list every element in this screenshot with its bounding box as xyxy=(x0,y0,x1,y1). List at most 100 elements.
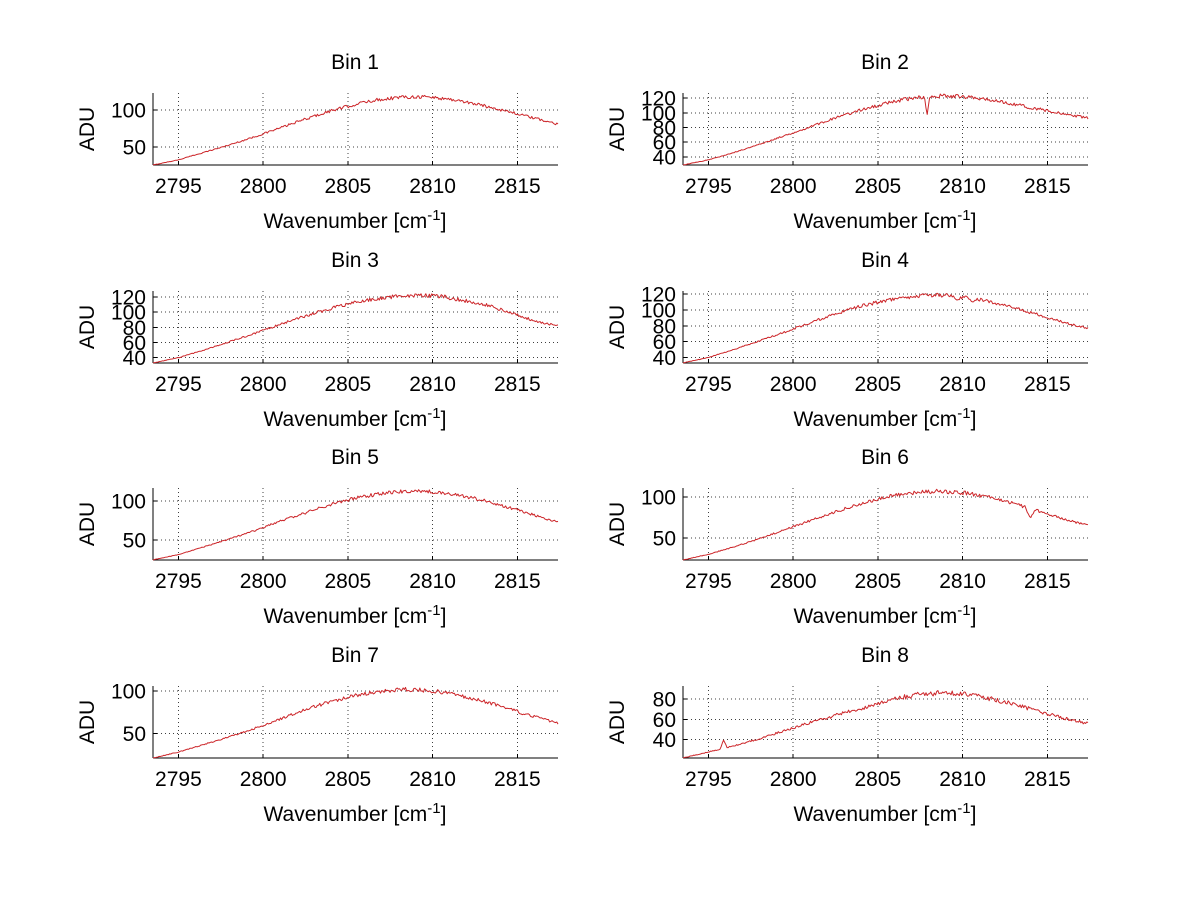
subplot-bin-1: 2795 2800 2805 2810 2815 50 100 Bin 1 ADU Wave… xyxy=(0,42,600,240)
chart-title: Bin 7 xyxy=(331,644,379,667)
x-tick-label: 2795 xyxy=(155,570,202,593)
x-axis-label-bracket: ] xyxy=(440,605,447,628)
spectrum-line xyxy=(682,488,1089,561)
x-axis-label-text: Wavenumber [cm xyxy=(263,605,428,628)
x-axis-label-superscript: -1 xyxy=(957,405,971,422)
x-tick-label: 2795 xyxy=(685,768,732,791)
x-axis-label: Wavenumber [cm-1] xyxy=(155,203,555,234)
y-tick-label: 50 xyxy=(123,723,146,746)
y-tick-label: 120 xyxy=(641,88,676,111)
chart-title: Bin 3 xyxy=(331,249,379,272)
y-tick-label: 100 xyxy=(111,491,146,514)
x-tick-label: 2810 xyxy=(939,175,986,198)
x-axis-label: Wavenumber [cm-1] xyxy=(155,401,555,432)
y-tick-label: 60 xyxy=(653,132,676,155)
y-tick-label: 40 xyxy=(653,146,676,169)
subplot-bin-4: 2795 2800 2805 2810 2815 40 60 80 100 120 Bin 4 A… xyxy=(530,240,1130,438)
x-axis-label-bracket: ] xyxy=(970,408,977,431)
x-tick-label: 2810 xyxy=(409,175,456,198)
x-tick-label: 2815 xyxy=(494,373,541,396)
x-axis-label-bracket: ] xyxy=(970,803,977,826)
x-axis-label-text: Wavenumber [cm xyxy=(793,210,958,233)
chart-title: Bin 6 xyxy=(861,446,909,469)
chart-title: Bin 4 xyxy=(861,249,909,272)
plot-area-bin-7: 2795 2800 2805 2810 2815 50 100 xyxy=(111,681,559,791)
y-tick-label: 60 xyxy=(653,709,676,732)
x-axis-label: Wavenumber [cm-1] xyxy=(155,598,555,629)
x-axis-label-superscript: -1 xyxy=(957,207,971,224)
subplot-bin-7: 2795 2800 2805 2810 2815 50 100 Bin 7 ADU Wave… xyxy=(0,635,600,833)
y-tick-label: 50 xyxy=(123,137,146,160)
y-tick-label: 50 xyxy=(123,529,146,552)
x-tick-label: 2815 xyxy=(494,768,541,791)
y-tick-label: 50 xyxy=(653,527,676,550)
subplot-bin-8: 2795 2800 2805 2810 2815 40 60 80 Bin 8 ADU Wav… xyxy=(530,635,1130,833)
x-tick-label: 2805 xyxy=(325,175,372,198)
chart-title: Bin 2 xyxy=(861,51,909,74)
x-axis-label-superscript: -1 xyxy=(957,602,971,619)
chart-title: Bin 1 xyxy=(331,51,379,74)
x-tick-label: 2805 xyxy=(855,768,902,791)
x-tick-label: 2810 xyxy=(939,373,986,396)
y-axis-label: ADU xyxy=(606,304,629,350)
y-tick-label: 80 xyxy=(123,317,146,340)
x-tick-label: 2800 xyxy=(770,373,817,396)
subplot-bin-3: 2795 2800 2805 2810 2815 40 60 80 100 120 Bin 3 A… xyxy=(0,240,600,438)
spectrum-line xyxy=(682,690,1089,759)
y-tick-label: 100 xyxy=(111,302,146,325)
x-tick-label: 2800 xyxy=(240,373,287,396)
y-axis-label: ADU xyxy=(606,699,629,745)
y-tick-label: 80 xyxy=(653,117,676,140)
plot-area-bin-1: 2795 2800 2805 2810 2815 50 100 xyxy=(111,93,559,198)
plot-area-bin-6: 2795 2800 2805 2810 2815 50 100 xyxy=(641,487,1089,593)
x-tick-label: 2795 xyxy=(155,175,202,198)
x-axis-label-text: Wavenumber [cm xyxy=(263,408,428,431)
x-tick-label: 2800 xyxy=(240,768,287,791)
x-axis-label-superscript: -1 xyxy=(957,800,971,817)
y-tick-label: 100 xyxy=(111,681,146,704)
x-tick-label: 2810 xyxy=(409,373,456,396)
x-axis-label-superscript: -1 xyxy=(427,405,441,422)
x-tick-label: 2795 xyxy=(155,768,202,791)
x-tick-label: 2810 xyxy=(409,768,456,791)
x-axis-label-bracket: ] xyxy=(440,210,447,233)
y-axis-label: ADU xyxy=(76,501,99,547)
x-tick-label: 2795 xyxy=(685,175,732,198)
chart-title: Bin 5 xyxy=(331,446,379,469)
y-tick-label: 60 xyxy=(653,331,676,354)
x-tick-label: 2805 xyxy=(855,373,902,396)
x-tick-label: 2805 xyxy=(325,373,372,396)
x-tick-label: 2815 xyxy=(1024,570,1071,593)
y-tick-label: 120 xyxy=(111,287,146,310)
x-axis-label: Wavenumber [cm-1] xyxy=(685,598,1085,629)
x-tick-label: 2810 xyxy=(409,570,456,593)
x-tick-label: 2800 xyxy=(240,570,287,593)
x-tick-label: 2800 xyxy=(240,175,287,198)
y-tick-label: 100 xyxy=(641,299,676,322)
x-tick-label: 2805 xyxy=(325,570,372,593)
x-tick-label: 2815 xyxy=(1024,768,1071,791)
x-axis-label-text: Wavenumber [cm xyxy=(263,210,428,233)
spectrum-line xyxy=(152,489,559,561)
x-axis-label-text: Wavenumber [cm xyxy=(793,408,958,431)
y-tick-label: 100 xyxy=(111,100,146,123)
x-axis-label-superscript: -1 xyxy=(427,207,441,224)
x-tick-label: 2810 xyxy=(939,570,986,593)
x-tick-label: 2815 xyxy=(1024,175,1071,198)
x-axis-label: Wavenumber [cm-1] xyxy=(685,401,1085,432)
x-axis-label-bracket: ] xyxy=(440,408,447,431)
x-axis-label-bracket: ] xyxy=(970,210,977,233)
spectrum-line xyxy=(152,293,559,364)
y-tick-label: 120 xyxy=(641,284,676,307)
spectrum-line xyxy=(152,686,559,759)
x-tick-label: 2810 xyxy=(939,768,986,791)
subplot-bin-2: 2795 2800 2805 2810 2815 40 60 80 100 120 Bin 2 A… xyxy=(530,42,1130,240)
x-axis-label: Wavenumber [cm-1] xyxy=(685,796,1085,827)
y-axis-label: ADU xyxy=(76,106,99,152)
x-tick-label: 2815 xyxy=(1024,373,1071,396)
x-axis-label-text: Wavenumber [cm xyxy=(793,605,958,628)
